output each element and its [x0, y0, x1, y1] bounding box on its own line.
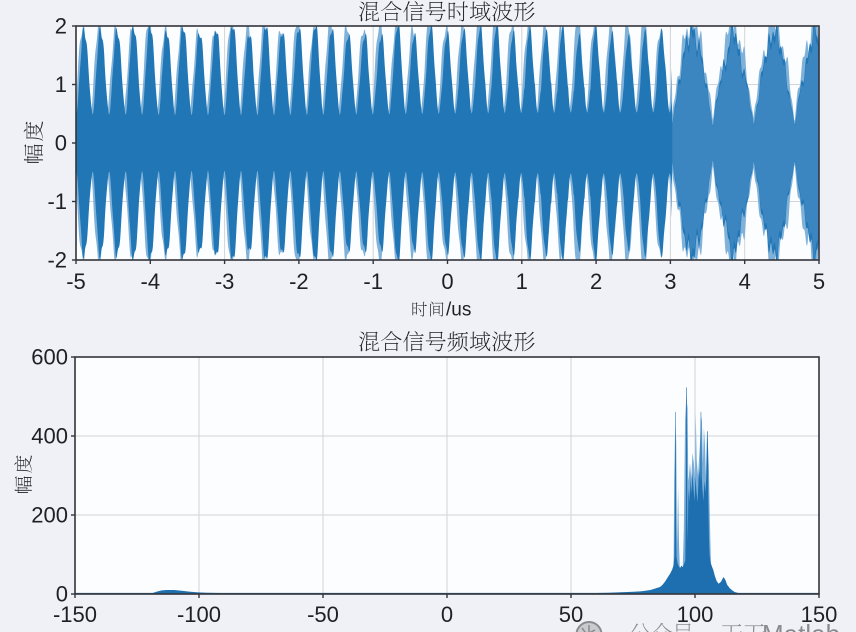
- svg-text:1: 1: [516, 269, 528, 294]
- svg-text:3: 3: [664, 269, 676, 294]
- svg-text:0: 0: [56, 582, 68, 607]
- svg-text:2: 2: [590, 269, 602, 294]
- svg-text:/us: /us: [446, 299, 471, 320]
- svg-text:100: 100: [677, 602, 714, 627]
- svg-text:400: 400: [31, 424, 68, 449]
- svg-text:2: 2: [55, 14, 67, 39]
- svg-text:-1: -1: [363, 269, 383, 294]
- svg-text:0: 0: [55, 131, 67, 156]
- svg-text:Matlab: Matlab: [762, 619, 840, 632]
- svg-text:-100: -100: [177, 602, 221, 627]
- svg-text:200: 200: [31, 503, 68, 528]
- svg-text:-4: -4: [141, 269, 161, 294]
- svg-text:-150: -150: [53, 602, 97, 627]
- svg-text:-2: -2: [289, 269, 309, 294]
- svg-text:-5: -5: [66, 269, 86, 294]
- svg-text:0: 0: [441, 269, 453, 294]
- svg-text:50: 50: [559, 602, 583, 627]
- svg-text:-1: -1: [47, 189, 67, 214]
- svg-text:150: 150: [801, 602, 838, 627]
- svg-text:-50: -50: [307, 602, 339, 627]
- svg-text:5: 5: [813, 269, 825, 294]
- svg-text:0: 0: [441, 602, 453, 627]
- svg-text:1: 1: [55, 72, 67, 97]
- svg-text:-2: -2: [47, 248, 67, 273]
- svg-text:-3: -3: [215, 269, 235, 294]
- svg-text:600: 600: [31, 345, 68, 370]
- svg-text:4: 4: [739, 269, 751, 294]
